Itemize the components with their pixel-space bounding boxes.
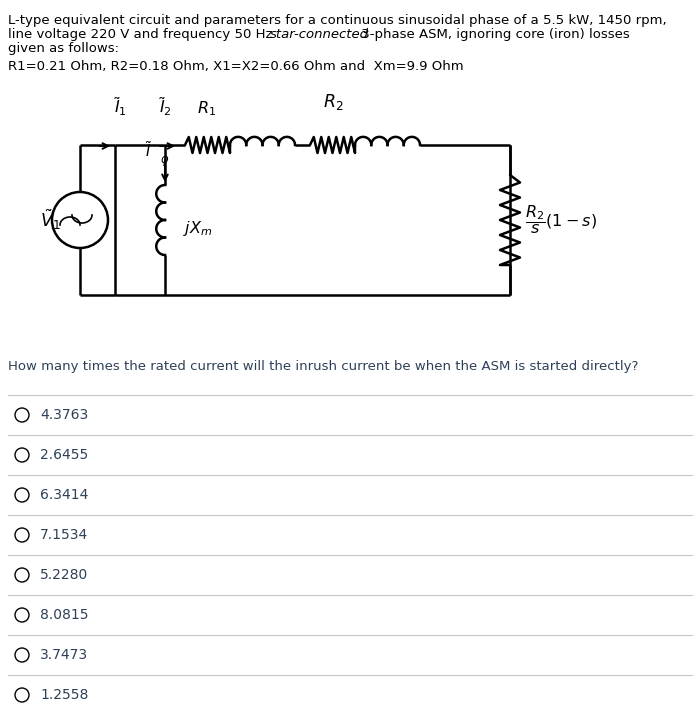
Text: $\tilde{I}_1$: $\tilde{I}_1$ <box>113 95 127 118</box>
Text: $\tilde{I}$: $\tilde{I}$ <box>145 140 151 160</box>
Text: 8.0815: 8.0815 <box>40 608 88 622</box>
Text: 4.3763: 4.3763 <box>40 408 88 422</box>
Text: $jX_m$: $jX_m$ <box>183 218 212 238</box>
Text: line voltage 220 V and frequency 50 Hz: line voltage 220 V and frequency 50 Hz <box>8 28 276 41</box>
Text: $\tilde{I}_2$: $\tilde{I}_2$ <box>159 95 172 118</box>
Text: 3.7473: 3.7473 <box>40 648 88 662</box>
Text: $\tilde{V}_1$: $\tilde{V}_1$ <box>40 208 60 232</box>
Text: $R_1$: $R_1$ <box>197 99 216 118</box>
Text: 2.6455: 2.6455 <box>40 448 88 462</box>
Text: 5.2280: 5.2280 <box>40 568 88 582</box>
Text: R1=0.21 Ohm, R2=0.18 Ohm, X1=X2=0.66 Ohm and  Xm=9.9 Ohm: R1=0.21 Ohm, R2=0.18 Ohm, X1=X2=0.66 Ohm… <box>8 60 463 73</box>
Text: 1.2558: 1.2558 <box>40 688 88 702</box>
Text: $\phi$: $\phi$ <box>160 152 169 168</box>
Text: $R_2$: $R_2$ <box>323 92 343 112</box>
Text: 6.3414: 6.3414 <box>40 488 88 502</box>
Text: 7.1534: 7.1534 <box>40 528 88 542</box>
Text: given as follows:: given as follows: <box>8 42 119 55</box>
Text: $\dfrac{R_2}{s}(1-s)$: $\dfrac{R_2}{s}(1-s)$ <box>525 204 597 236</box>
Text: 3-phase ASM, ignoring core (iron) losses: 3-phase ASM, ignoring core (iron) losses <box>357 28 630 41</box>
Text: star-connected: star-connected <box>270 28 369 41</box>
Text: How many times the rated current will the inrush current be when the ASM is star: How many times the rated current will th… <box>8 360 638 373</box>
Text: L-type equivalent circuit and parameters for a continuous sinusoidal phase of a : L-type equivalent circuit and parameters… <box>8 14 666 27</box>
